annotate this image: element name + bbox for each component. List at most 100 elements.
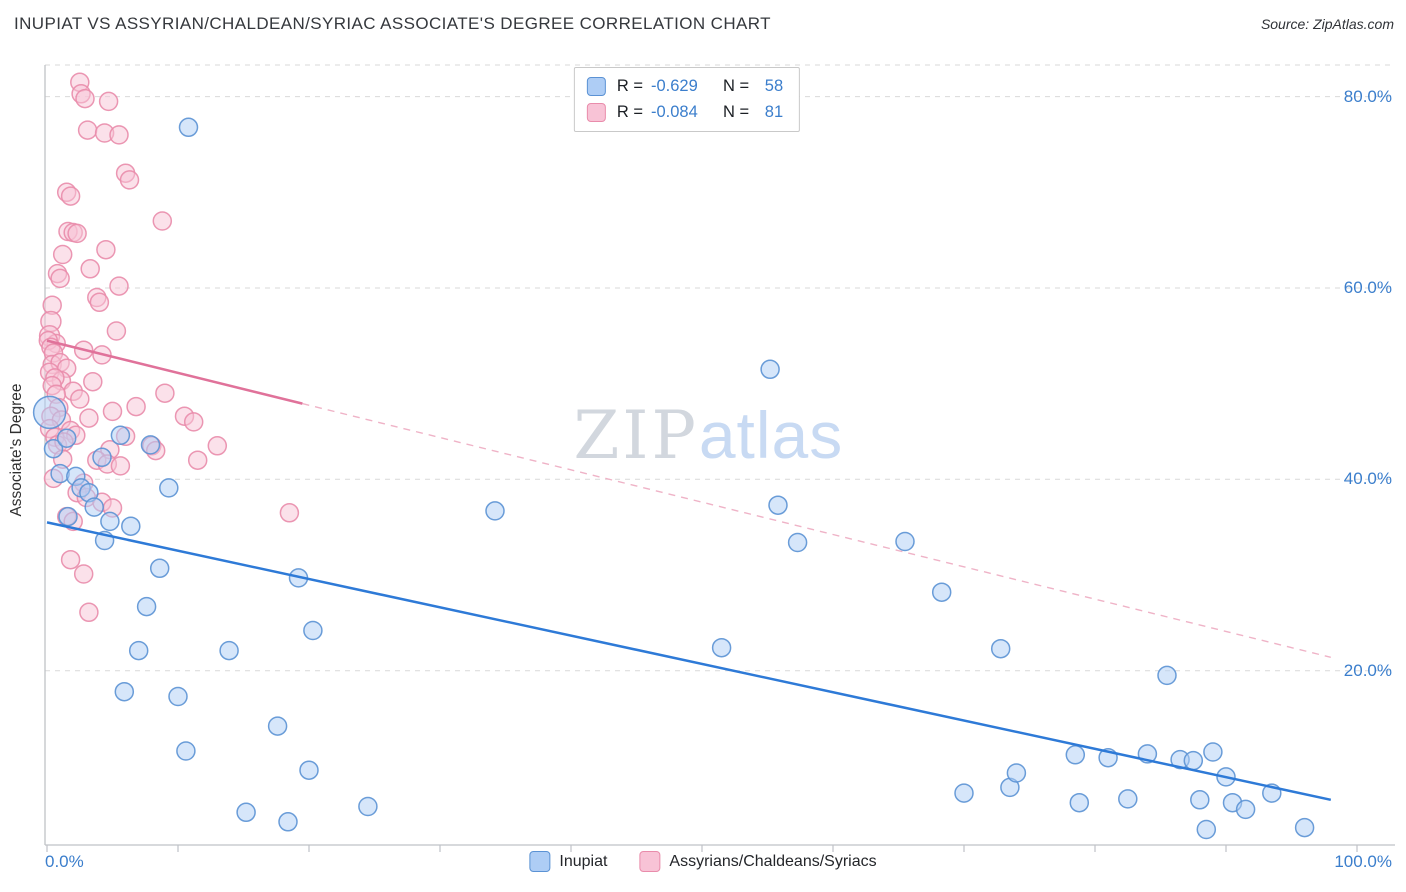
point-inupiat (954, 783, 974, 803)
watermark: ZIPatlas (574, 402, 844, 469)
watermark-zip: ZIP (573, 397, 699, 474)
point-inupiat (58, 506, 78, 527)
page-title: INUPIAT VS ASSYRIAN/CHALDEAN/SYRIAC ASSO… (14, 14, 771, 33)
r-label: R = (616, 77, 643, 95)
point-assyrians-chaldeans-syriacs (119, 170, 140, 190)
point-assyrians-chaldeans-syriacs (187, 450, 208, 470)
point-inupiat (1157, 665, 1177, 686)
point-inupiat (32, 395, 67, 430)
watermark-atlas: atlas (698, 398, 844, 472)
point-inupiat (1196, 819, 1217, 840)
point-inupiat (114, 681, 135, 702)
point-assyrians-chaldeans-syriacs (80, 259, 100, 279)
point-assyrians-chaldeans-syriacs (155, 383, 175, 403)
point-inupiat (1118, 789, 1138, 809)
point-inupiat (121, 516, 141, 536)
point-inupiat (56, 428, 77, 448)
point-inupiat (100, 511, 120, 532)
point-inupiat (768, 495, 788, 515)
point-inupiat (43, 438, 64, 459)
point-inupiat (760, 359, 780, 380)
point-inupiat (136, 596, 157, 617)
point-inupiat (176, 741, 196, 761)
inupiat-legend-label: Inupiat (559, 852, 608, 870)
point-assyrians-chaldeans-syriacs (126, 396, 146, 417)
point-assyrians-chaldeans-syriacs (106, 321, 127, 341)
n-label: N = (723, 77, 750, 95)
source-link[interactable]: Source: ZipAtlas.com (1260, 16, 1394, 32)
x-tick-100: 100.0% (1334, 852, 1392, 871)
point-assyrians-chaldeans-syriacs (110, 456, 131, 476)
point-assyrians-chaldeans-syriacs (50, 268, 70, 289)
trend-assyrians-chaldeans-syriacs-solid (46, 339, 303, 405)
point-assyrians-chaldeans-syriacs (70, 389, 90, 409)
point-assyrians-chaldeans-syriacs (89, 292, 110, 313)
point-inupiat (140, 435, 161, 455)
y-tick-80: 80.0% (1343, 87, 1392, 106)
y-tick-20: 20.0% (1343, 661, 1392, 680)
trend-inupiat (46, 521, 1332, 802)
point-inupiat (278, 812, 298, 832)
point-assyrians-chaldeans-syriacs (152, 211, 173, 231)
assyrians-swatch (586, 103, 606, 122)
point-inupiat (1294, 817, 1315, 838)
n-value: 58 (764, 77, 784, 95)
point-inupiat (485, 501, 505, 521)
point-assyrians-chaldeans-syriacs (96, 239, 116, 260)
r-value: -0.084 (651, 103, 698, 121)
point-inupiat (358, 796, 378, 817)
point-assyrians-chaldeans-syriacs (77, 120, 98, 140)
y-tick-60: 60.0% (1343, 278, 1392, 297)
r-label: R = (616, 103, 643, 121)
point-inupiat (128, 640, 149, 661)
point-assyrians-chaldeans-syriacs (207, 436, 228, 456)
point-assyrians-chaldeans-syriacs (98, 91, 119, 112)
point-assyrians-chaldeans-syriacs (75, 88, 95, 109)
point-assyrians-chaldeans-syriacs (52, 244, 73, 265)
point-inupiat (1069, 792, 1090, 813)
point-assyrians-chaldeans-syriacs (79, 408, 99, 428)
point-assyrians-chaldeans-syriacs (109, 125, 129, 145)
correlation-legend: R = -0.629 N = 58 R = -0.084 N = 81 (573, 67, 801, 132)
inupiat-swatch (586, 77, 606, 96)
point-inupiat (1183, 750, 1204, 771)
point-assyrians-chaldeans-syriacs (60, 549, 81, 570)
point-assyrians-chaldeans-syriacs (79, 602, 99, 623)
y-tick-40: 40.0% (1343, 469, 1392, 488)
point-inupiat (711, 637, 732, 658)
x-tick-0: 0.0% (45, 852, 84, 871)
point-inupiat (149, 558, 170, 579)
r-value: -0.629 (651, 77, 698, 95)
point-assyrians-chaldeans-syriacs (102, 401, 123, 422)
point-assyrians-chaldeans-syriacs (73, 564, 94, 584)
point-inupiat (92, 447, 112, 468)
legend-row-assyrians: R = -0.084 N = 81 (586, 103, 784, 122)
point-inupiat (110, 425, 131, 446)
point-inupiat (84, 497, 104, 517)
point-inupiat (1006, 763, 1027, 783)
point-assyrians-chaldeans-syriacs (60, 186, 81, 206)
point-inupiat (168, 686, 188, 707)
point-inupiat (1235, 799, 1256, 820)
point-inupiat (50, 463, 70, 484)
point-inupiat (303, 620, 323, 641)
point-inupiat (1203, 742, 1223, 762)
point-assyrians-chaldeans-syriacs (279, 503, 300, 523)
point-inupiat (236, 802, 256, 823)
point-inupiat (1190, 790, 1210, 810)
assyrians-legend-label: Assyrians/Chaldeans/Syriacs (669, 852, 877, 870)
point-assyrians-chaldeans-syriacs (83, 371, 103, 392)
legend-row-inupiat: R = -0.629 N = 58 (586, 77, 784, 96)
assyrians-legend-swatch (639, 851, 661, 872)
point-inupiat (787, 532, 808, 553)
n-label: N = (723, 103, 750, 121)
point-inupiat (219, 640, 239, 661)
series-legend: Inupiat Assyrians/Chaldeans/Syriacs (529, 851, 877, 872)
point-assyrians-chaldeans-syriacs (183, 412, 204, 432)
n-value: 81 (764, 103, 784, 121)
point-inupiat (931, 582, 952, 602)
y-axis-title: Associate's Degree (8, 383, 25, 517)
point-inupiat (990, 638, 1011, 659)
